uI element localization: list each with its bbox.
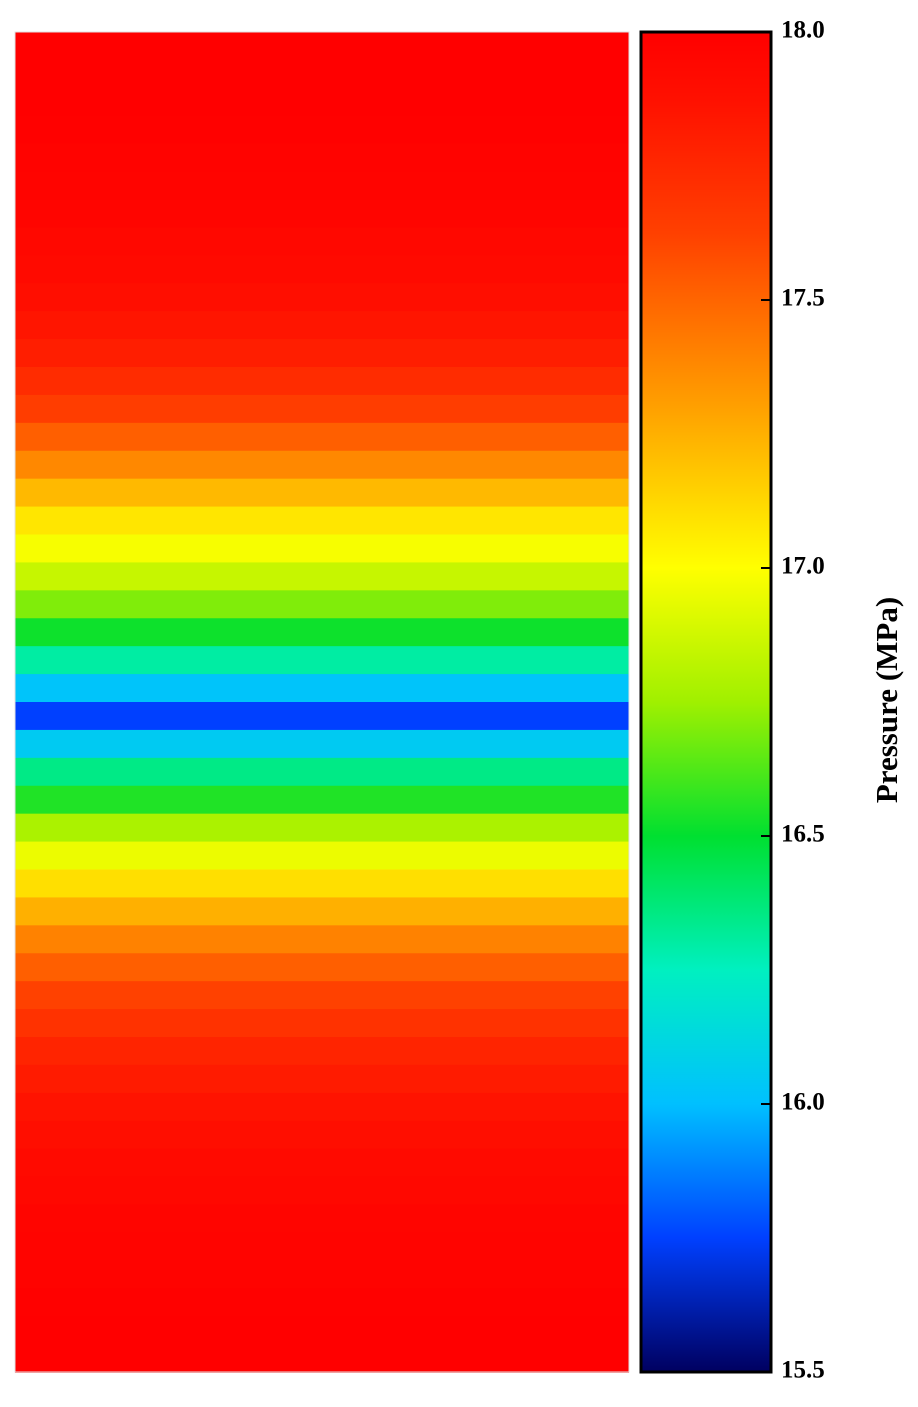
field-row	[15, 729, 629, 759]
field-row	[15, 590, 629, 620]
field-row	[15, 87, 629, 117]
field-row	[15, 785, 629, 815]
field-row	[15, 394, 629, 424]
field-row	[15, 897, 629, 927]
field-row	[15, 1344, 629, 1373]
field-row	[15, 199, 629, 229]
field-row	[15, 1148, 629, 1178]
field-row	[15, 757, 629, 787]
field-row	[15, 869, 629, 899]
field-row	[15, 450, 629, 480]
field-row	[15, 227, 629, 257]
field-row	[15, 841, 629, 871]
colorbar-tick-label: 17.0	[781, 553, 825, 580]
field-row	[15, 1288, 629, 1317]
field-row	[15, 1037, 629, 1066]
field-row	[15, 339, 629, 368]
colorbar-tick-label: 17.5	[781, 285, 825, 312]
colorbar-tick-label: 16.0	[781, 1089, 825, 1116]
field-row	[15, 534, 629, 564]
field-row	[15, 478, 629, 508]
field-row	[15, 813, 629, 843]
field-row	[15, 1260, 629, 1290]
field-row	[15, 1232, 629, 1262]
field-row	[15, 1009, 629, 1038]
field-row	[15, 171, 629, 201]
field-row	[15, 953, 629, 982]
field-row	[15, 618, 629, 647]
field-row	[15, 367, 629, 396]
field-row	[15, 1176, 629, 1206]
colorbar-label: Pressure (MPa)	[869, 597, 904, 803]
field-row	[15, 1204, 629, 1234]
field-row	[15, 981, 629, 1010]
field-row	[15, 1064, 629, 1094]
colorbar-tick-label: 18.0	[781, 17, 825, 44]
colorbar-tick-label: 15.5	[781, 1357, 825, 1384]
field-row	[15, 422, 629, 452]
pressure-field	[15, 32, 629, 1373]
field-row	[15, 59, 629, 89]
colorbar-tick-label: 16.5	[781, 821, 825, 848]
field-row	[15, 32, 629, 61]
field-row	[15, 674, 629, 703]
colorbar	[639, 30, 773, 1374]
field-row	[15, 255, 629, 285]
field-row	[15, 115, 629, 145]
field-row	[15, 646, 629, 675]
field-row	[15, 143, 629, 173]
field-row	[15, 1092, 629, 1122]
field-row	[15, 562, 629, 592]
field-row	[15, 506, 629, 536]
field-row	[15, 1316, 629, 1345]
field-row	[15, 1120, 629, 1150]
field-row	[15, 283, 629, 312]
field-border	[14, 31, 630, 1373]
field-row	[15, 925, 629, 955]
field-row	[15, 311, 629, 340]
field-row	[15, 702, 629, 731]
